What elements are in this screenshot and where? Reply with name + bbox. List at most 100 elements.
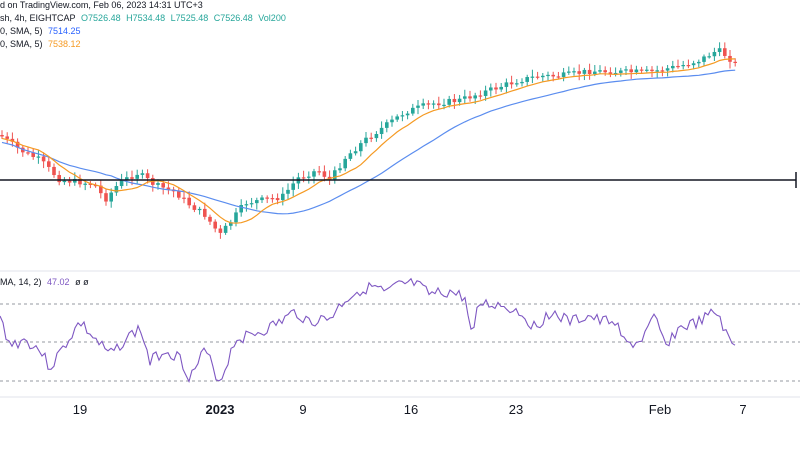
- candle-body: [67, 180, 72, 183]
- candle-body: [135, 174, 139, 179]
- candle-body: [88, 183, 93, 185]
- candle-body: [223, 225, 228, 233]
- candle-body: [177, 191, 181, 198]
- time-axis: 19 2023 9 16 23 Feb 7: [73, 402, 747, 417]
- rsi-line: [0, 277, 736, 384]
- candle-body: [561, 72, 566, 77]
- candle-body: [504, 82, 509, 87]
- candles-layer: [0, 42, 737, 239]
- rsi-extra: ø ø: [75, 277, 89, 287]
- candle-body: [608, 72, 613, 75]
- candle-body: [208, 216, 212, 222]
- candle-body: [317, 171, 321, 173]
- ma2-label: 0, SMA, 5): [0, 39, 43, 49]
- candle-body: [348, 153, 353, 159]
- candle-body: [234, 212, 238, 223]
- candle-body: [681, 65, 685, 67]
- candle-body: [130, 177, 134, 179]
- x-tick-23: 23: [509, 402, 523, 417]
- candle-body: [156, 183, 160, 185]
- candle-body: [629, 69, 633, 73]
- x-tick-2023: 2023: [206, 402, 235, 417]
- candle-body: [707, 56, 711, 58]
- candle-body: [364, 137, 368, 144]
- candle-body: [239, 205, 243, 213]
- candle-body: [686, 65, 691, 67]
- candle-body: [598, 70, 602, 72]
- candle-body: [676, 65, 680, 68]
- candle-body: [379, 127, 384, 135]
- candle-body: [0, 135, 4, 137]
- candle-body: [400, 115, 405, 117]
- candle-body: [509, 82, 514, 85]
- candle-body: [114, 186, 119, 193]
- candle-body: [291, 183, 295, 190]
- candle-body: [697, 61, 701, 64]
- candle-body: [83, 183, 87, 185]
- symbol-text: sh, 4h, EIGHTCAP: [0, 13, 76, 23]
- candle-body: [104, 193, 108, 202]
- candle-body: [515, 83, 519, 85]
- candle-body: [62, 180, 67, 183]
- x-tick-19: 19: [73, 402, 87, 417]
- ma1-value: 7514.25: [48, 26, 81, 36]
- published-line: d on TradingView.com, Feb 06, 2023 14:31…: [0, 0, 203, 10]
- candle-body: [52, 166, 56, 176]
- candle-body: [249, 203, 254, 205]
- candle-body: [499, 86, 503, 90]
- candle-body: [665, 68, 670, 71]
- ohlc-close: C7526.48: [213, 13, 253, 23]
- candle-body: [556, 76, 561, 78]
- candle-body: [322, 171, 327, 177]
- candle-body: [125, 177, 129, 180]
- candle-body: [244, 204, 249, 206]
- candle-body: [712, 51, 717, 57]
- candle-body: [535, 76, 540, 78]
- candle-body: [494, 87, 498, 90]
- candle-body: [99, 185, 103, 194]
- candle-body: [650, 69, 654, 72]
- candle-body: [405, 113, 410, 116]
- candle-body: [717, 48, 722, 52]
- candle-body: [593, 71, 597, 75]
- candle-body: [140, 173, 145, 175]
- candle-body: [525, 77, 529, 82]
- candle-body: [15, 141, 20, 148]
- candle-body: [338, 168, 342, 171]
- candle-body: [301, 177, 306, 179]
- candle-body: [468, 96, 472, 99]
- candle-body: [26, 152, 30, 154]
- candle-body: [421, 103, 425, 106]
- candle-body: [255, 200, 259, 204]
- candle-body: [312, 171, 316, 177]
- candle-body: [577, 71, 581, 74]
- ma-fast-line: [1, 58, 736, 224]
- candle-body: [671, 65, 675, 69]
- candle-body: [286, 189, 290, 194]
- candle-body: [307, 176, 311, 178]
- candle-body: [10, 138, 15, 142]
- ohlc-high: H7534.48: [126, 13, 166, 23]
- candle-body: [613, 72, 618, 75]
- candle-body: [31, 152, 35, 157]
- candle-body: [572, 71, 576, 73]
- candle-body: [182, 197, 186, 199]
- ohlc-open: O7526.48: [81, 13, 121, 23]
- candle-body: [270, 198, 275, 200]
- candle-body: [166, 187, 171, 190]
- candle-body: [452, 98, 457, 103]
- candle-body: [431, 103, 436, 105]
- candle-body: [390, 119, 394, 123]
- candle-body: [530, 76, 535, 78]
- x-tick-9: 9: [299, 402, 306, 417]
- candle-body: [218, 228, 223, 233]
- candle-body: [426, 103, 431, 105]
- candle-body: [520, 81, 524, 84]
- candle-body: [416, 105, 420, 108]
- candle-body: [47, 161, 51, 167]
- candle-body: [353, 151, 358, 154]
- candle-body: [639, 69, 644, 71]
- candle-body: [145, 173, 150, 179]
- symbol-line: sh, 4h, EIGHTCAP O7526.48 H7534.48 L7525…: [0, 13, 289, 24]
